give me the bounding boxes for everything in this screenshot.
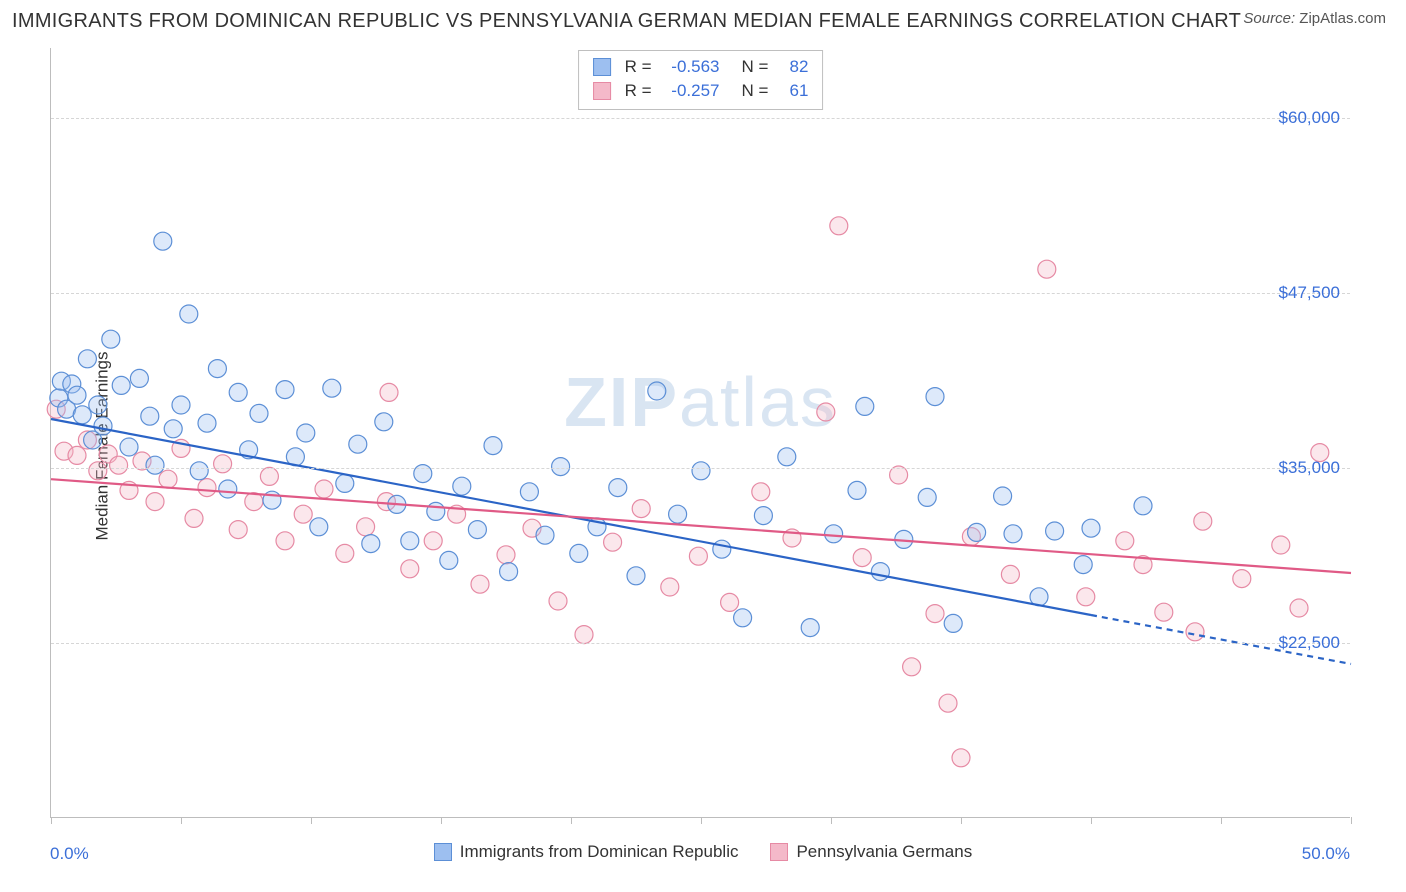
x-tick — [441, 817, 442, 824]
gridline-h — [51, 293, 1350, 294]
x-tick — [51, 817, 52, 824]
gridline-h — [51, 118, 1350, 119]
stat-n-label: N = — [742, 55, 769, 79]
stat-r-value: -0.257 — [662, 79, 720, 103]
legend: Immigrants from Dominican Republic Pennsy… — [0, 842, 1406, 866]
x-tick — [181, 817, 182, 824]
stat-n-value: 61 — [778, 79, 808, 103]
x-tick — [701, 817, 702, 824]
y-tick-label: $35,000 — [1279, 458, 1340, 478]
legend-label: Immigrants from Dominican Republic — [460, 842, 739, 862]
legend-swatch — [770, 843, 788, 861]
y-tick-label: $22,500 — [1279, 633, 1340, 653]
source-value: ZipAtlas.com — [1299, 10, 1386, 27]
legend-item: Pennsylvania Germans — [770, 842, 972, 862]
x-tick — [961, 817, 962, 824]
y-tick-label: $60,000 — [1279, 108, 1340, 128]
correlation-row: R = -0.257 N = 61 — [593, 79, 809, 103]
x-tick — [1221, 817, 1222, 824]
chart-title: IMMIGRANTS FROM DOMINICAN REPUBLIC VS PE… — [12, 10, 1241, 33]
x-tick — [1091, 817, 1092, 824]
legend-swatch — [434, 843, 452, 861]
chart-header: IMMIGRANTS FROM DOMINICAN REPUBLIC VS PE… — [0, 0, 1406, 37]
stat-r-label: R = — [625, 55, 652, 79]
gridline-h — [51, 468, 1350, 469]
x-tick — [831, 817, 832, 824]
series-swatch — [593, 82, 611, 100]
gridline-h — [51, 643, 1350, 644]
legend-label: Pennsylvania Germans — [796, 842, 972, 862]
x-tick — [1351, 817, 1352, 824]
series-swatch — [593, 58, 611, 76]
correlation-row: R = -0.563 N = 82 — [593, 55, 809, 79]
stat-r-value: -0.563 — [662, 55, 720, 79]
stat-r-label: R = — [625, 79, 652, 103]
x-tick — [311, 817, 312, 824]
stat-n-value: 82 — [778, 55, 808, 79]
stat-n-label: N = — [742, 79, 769, 103]
x-tick — [571, 817, 572, 824]
correlation-info-box: R = -0.563 N = 82 R = -0.257 N = 61 — [578, 50, 824, 110]
scatter-chart: ZIPatlas R =-0.563N =82R =-0.257N =61 $2… — [50, 48, 1350, 818]
plot-svg — [51, 48, 1350, 817]
source-label: Source: — [1243, 10, 1295, 27]
source-attribution: Source: ZipAtlas.com — [1243, 10, 1386, 27]
legend-item: Immigrants from Dominican Republic — [434, 842, 739, 862]
y-tick-label: $47,500 — [1279, 283, 1340, 303]
